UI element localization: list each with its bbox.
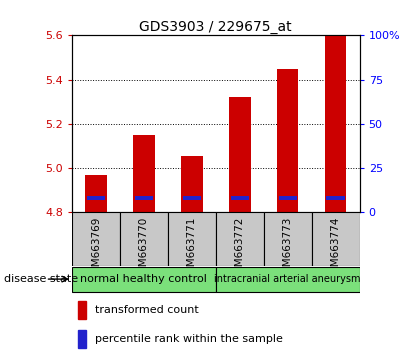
Bar xyxy=(229,97,251,212)
Bar xyxy=(181,156,203,212)
Bar xyxy=(231,195,249,200)
Bar xyxy=(72,212,120,266)
Text: intracranial arterial aneurysm: intracranial arterial aneurysm xyxy=(215,274,361,284)
Bar xyxy=(78,301,86,319)
Title: GDS3903 / 229675_at: GDS3903 / 229675_at xyxy=(139,21,292,34)
Bar xyxy=(264,212,312,266)
Text: GSM663771: GSM663771 xyxy=(187,217,197,280)
Bar xyxy=(277,69,298,212)
Bar xyxy=(325,35,346,212)
Bar xyxy=(135,195,153,200)
Bar xyxy=(72,267,216,292)
Text: GSM663769: GSM663769 xyxy=(91,217,101,280)
Bar xyxy=(120,212,168,266)
Bar xyxy=(133,135,155,212)
Bar xyxy=(168,212,216,266)
Bar xyxy=(85,175,107,212)
Text: transformed count: transformed count xyxy=(95,305,199,315)
Text: GSM663773: GSM663773 xyxy=(283,217,293,280)
Text: GSM663772: GSM663772 xyxy=(235,217,245,280)
Bar xyxy=(326,195,345,200)
Bar xyxy=(216,267,360,292)
Bar xyxy=(312,212,360,266)
Text: disease state: disease state xyxy=(4,274,78,284)
Bar xyxy=(78,330,86,348)
Bar xyxy=(279,195,297,200)
Bar xyxy=(87,195,105,200)
Bar xyxy=(182,195,201,200)
Text: normal healthy control: normal healthy control xyxy=(81,274,207,284)
Bar xyxy=(216,212,264,266)
Text: percentile rank within the sample: percentile rank within the sample xyxy=(95,334,283,344)
Text: GSM663774: GSM663774 xyxy=(331,217,341,280)
Text: GSM663770: GSM663770 xyxy=(139,217,149,280)
